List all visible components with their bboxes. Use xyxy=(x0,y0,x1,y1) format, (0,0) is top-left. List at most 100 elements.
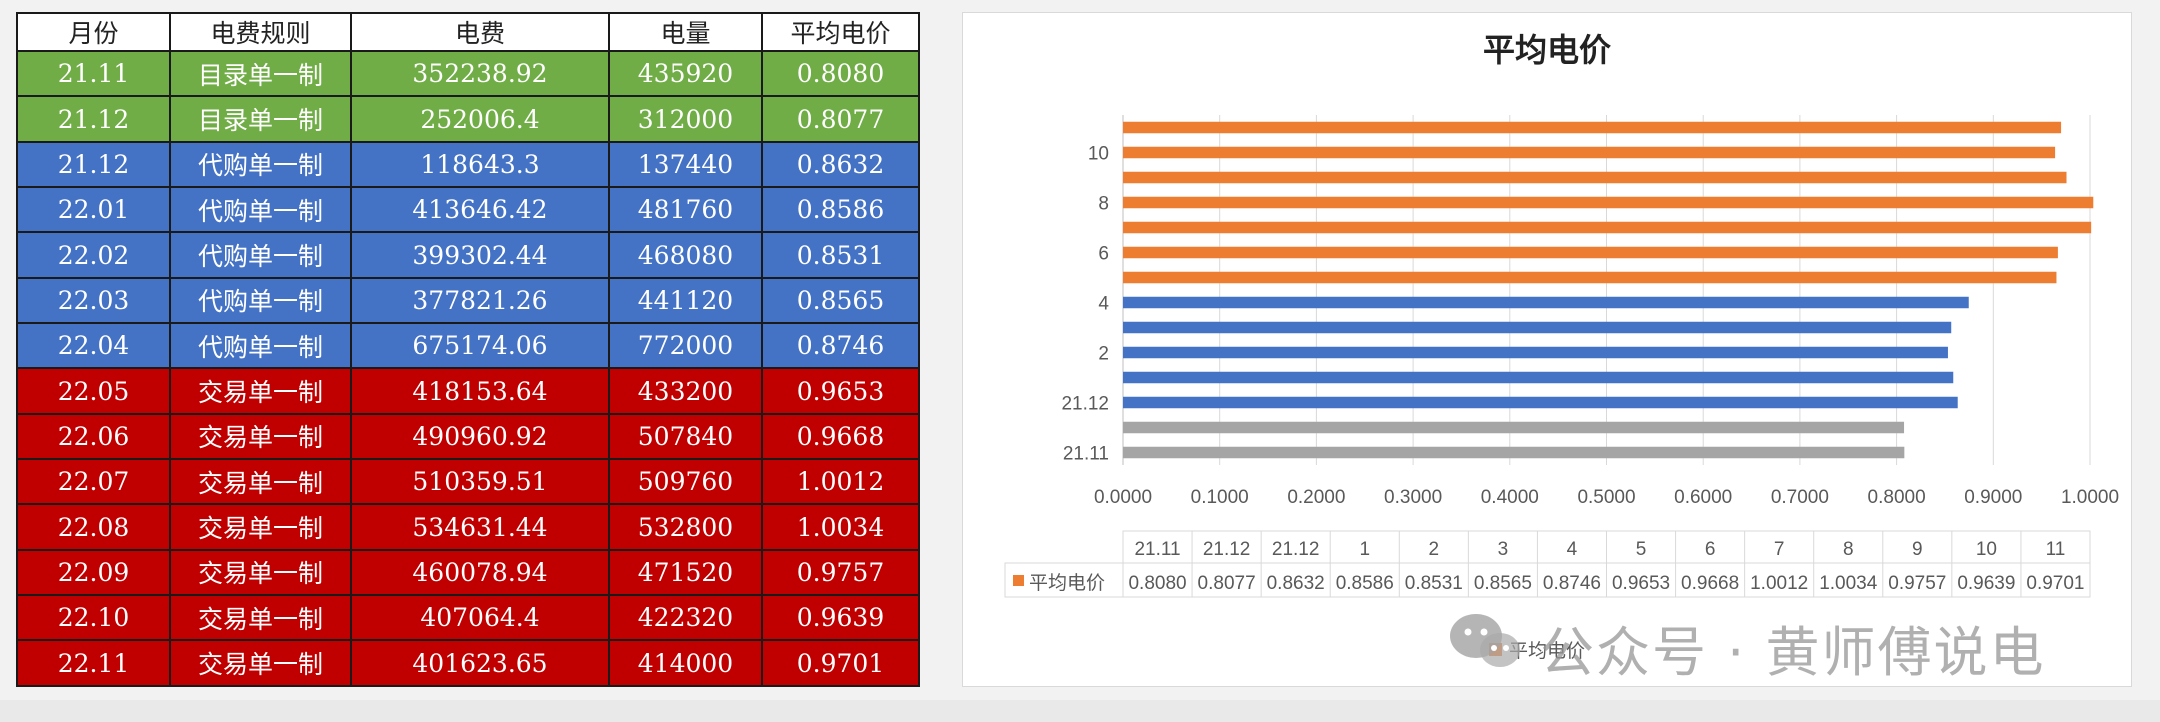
table-row: 22.03 代购单一制 377821.26 441120 0.8565 xyxy=(16,276,920,325)
header-fee: 电费 xyxy=(350,12,610,52)
bar xyxy=(1123,321,1952,334)
table-row: 22.06 交易单一制 490960.92 507840 0.9668 xyxy=(16,412,920,461)
footer-strip xyxy=(0,700,2160,722)
cell-energy: 414000 xyxy=(608,639,763,687)
cell-avg-price: 0.9757 xyxy=(761,548,920,597)
y-tick-label: 10 xyxy=(1088,144,1109,165)
cell-fee: 510359.51 xyxy=(350,458,610,506)
data-table-value: 1.0034 xyxy=(1819,573,1878,594)
table-row: 22.07 交易单一制 510359.51 509760 1.0012 xyxy=(16,458,920,506)
cell-energy: 441120 xyxy=(608,276,763,325)
cell-fee-rule: 交易单一制 xyxy=(169,367,352,415)
x-tick-label: 0.5000 xyxy=(1577,487,1635,508)
table-row: 22.01 代购单一制 413646.42 481760 0.8586 xyxy=(16,186,920,234)
cell-energy: 481760 xyxy=(608,186,763,234)
table-row: 22.02 代购单一制 399302.44 468080 0.8531 xyxy=(16,231,920,279)
cell-fee: 413646.42 xyxy=(350,186,610,234)
chart-title: 平均电价 xyxy=(1483,31,1611,69)
cell-fee: 490960.92 xyxy=(350,412,610,461)
data-table-value: 0.9639 xyxy=(1957,573,2015,594)
cell-fee: 407064.4 xyxy=(350,594,610,642)
cell-avg-price: 0.9668 xyxy=(761,412,920,461)
table-header-row: 月份 电费规则 电费 电量 平均电价 xyxy=(16,12,920,52)
y-tick-label: 8 xyxy=(1098,194,1109,215)
table-row: 22.05 交易单一制 418153.64 433200 0.9653 xyxy=(16,367,920,415)
cell-energy: 471520 xyxy=(608,548,763,597)
cell-avg-price: 0.8531 xyxy=(761,231,920,279)
cell-month: 22.08 xyxy=(16,503,171,551)
table-row: 21.12 代购单一制 118643.3 137440 0.8632 xyxy=(16,140,920,189)
cell-fee-rule: 目录单一制 xyxy=(169,49,352,98)
data-table-value: 0.9653 xyxy=(1612,573,1670,594)
x-tick-label: 0.3000 xyxy=(1384,487,1442,508)
table-row: 22.10 交易单一制 407064.4 422320 0.9639 xyxy=(16,594,920,642)
cell-month: 21.12 xyxy=(16,95,171,143)
x-tick-label: 1.0000 xyxy=(2061,487,2119,508)
cell-avg-price: 0.8746 xyxy=(761,322,920,370)
header-month: 月份 xyxy=(16,12,171,52)
data-table-category: 21.11 xyxy=(1134,539,1180,560)
data-table-category: 10 xyxy=(1976,539,1997,560)
x-tick-label: 0.8000 xyxy=(1868,487,1926,508)
cell-energy: 433200 xyxy=(608,367,763,415)
cell-avg-price: 0.8586 xyxy=(761,186,920,234)
bar xyxy=(1123,296,1969,309)
data-table-category: 4 xyxy=(1567,539,1578,560)
cell-month: 22.04 xyxy=(16,322,171,370)
cell-avg-price: 0.9639 xyxy=(761,594,920,642)
x-tick-label: 0.6000 xyxy=(1674,487,1732,508)
x-tick-label: 0.2000 xyxy=(1287,487,1345,508)
data-table-category: 11 xyxy=(2046,539,2066,560)
data-table-category: 21.12 xyxy=(1272,539,1320,560)
y-tick-label: 21.11 xyxy=(1063,444,1109,465)
cell-month: 22.01 xyxy=(16,186,171,234)
bar xyxy=(1123,271,2057,284)
cell-month: 21.12 xyxy=(16,140,171,189)
data-table-legend-swatch xyxy=(1013,575,1024,586)
cell-fee: 460078.94 xyxy=(350,548,610,597)
cell-month: 22.07 xyxy=(16,458,171,506)
x-tick-label: 0.1000 xyxy=(1191,487,1249,508)
chart-panel: 平均电价 0.0000 0.1000 0.2000 0.3000 0.4000 0.5000… xyxy=(962,12,2132,687)
data-table-value: 0.9668 xyxy=(1681,573,1739,594)
cell-month: 22.02 xyxy=(16,231,171,279)
cell-month: 22.09 xyxy=(16,548,171,597)
data-table-series-label: 平均电价 xyxy=(1029,572,1105,594)
cell-avg-price: 0.9701 xyxy=(761,639,920,687)
cell-month: 22.10 xyxy=(16,594,171,642)
table-row: 22.11 交易单一制 401623.65 414000 0.9701 xyxy=(16,639,920,687)
y-tick-label: 6 xyxy=(1098,244,1109,265)
cell-month: 22.03 xyxy=(16,276,171,325)
legend-label: 平均电价 xyxy=(1509,640,1585,662)
data-table-category: 8 xyxy=(1843,539,1854,560)
cell-fee-rule: 代购单一制 xyxy=(169,140,352,189)
bar xyxy=(1123,171,2067,184)
cell-avg-price: 1.0034 xyxy=(761,503,920,551)
cell-fee: 418153.64 xyxy=(350,367,610,415)
cell-fee: 118643.3 xyxy=(350,140,610,189)
table-row: 22.04 代购单一制 675174.06 772000 0.8746 xyxy=(16,322,920,370)
y-tick-label: 21.12 xyxy=(1061,394,1109,415)
cell-energy: 435920 xyxy=(608,49,763,98)
bar xyxy=(1123,421,1905,434)
cell-fee: 534631.44 xyxy=(350,503,610,551)
watermark: 公众号 · 黄师傅说电 xyxy=(1440,600,2130,684)
data-table-value: 0.8586 xyxy=(1336,573,1394,594)
header-avg-price: 平均电价 xyxy=(761,12,920,52)
cell-fee: 252006.4 xyxy=(350,95,610,143)
table-row: 21.12 目录单一制 252006.4 312000 0.8077 xyxy=(16,95,920,143)
cell-avg-price: 1.0012 xyxy=(761,458,920,506)
cell-avg-price: 0.8077 xyxy=(761,95,920,143)
wechat-logo-icon xyxy=(1450,614,1520,667)
cell-fee: 399302.44 xyxy=(350,231,610,279)
data-table-value: 0.9757 xyxy=(1888,573,1946,594)
bar xyxy=(1123,346,1948,359)
table-row: 22.08 交易单一制 534631.44 532800 1.0034 xyxy=(16,503,920,551)
cell-energy: 532800 xyxy=(608,503,763,551)
data-table-category: 2 xyxy=(1429,539,1440,560)
cell-fee-rule: 目录单一制 xyxy=(169,95,352,143)
cell-fee-rule: 交易单一制 xyxy=(169,503,352,551)
bar xyxy=(1123,371,1954,384)
header-fee-rule: 电费规则 xyxy=(169,12,352,52)
data-table-value: 0.8746 xyxy=(1543,573,1601,594)
